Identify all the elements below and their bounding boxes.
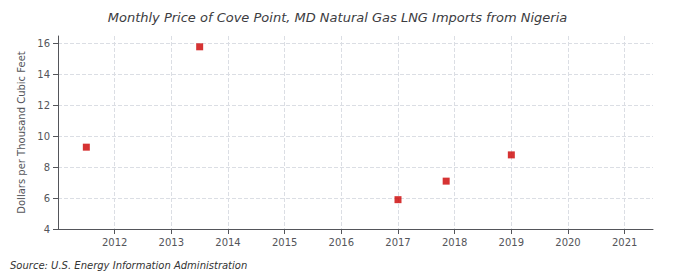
svg-text:2019: 2019 bbox=[499, 237, 524, 248]
svg-text:Monthly Price of Cove Point, M: Monthly Price of Cove Point, MD Natural … bbox=[108, 10, 568, 25]
svg-text:Dollars per Thousand Cubic Fee: Dollars per Thousand Cubic Feet bbox=[16, 51, 27, 214]
svg-text:6: 6 bbox=[44, 193, 50, 204]
svg-text:2013: 2013 bbox=[159, 237, 184, 248]
svg-text:10: 10 bbox=[37, 131, 50, 142]
svg-text:2012: 2012 bbox=[102, 237, 127, 248]
svg-text:8: 8 bbox=[44, 162, 50, 173]
svg-text:14: 14 bbox=[37, 69, 50, 80]
svg-text:2015: 2015 bbox=[272, 237, 297, 248]
svg-text:2017: 2017 bbox=[385, 237, 410, 248]
svg-text:2016: 2016 bbox=[329, 237, 354, 248]
svg-text:2021: 2021 bbox=[612, 237, 637, 248]
svg-text:2020: 2020 bbox=[555, 237, 580, 248]
svg-text:12: 12 bbox=[37, 100, 50, 111]
svg-text:2014: 2014 bbox=[215, 237, 240, 248]
svg-text:2018: 2018 bbox=[442, 237, 467, 248]
svg-text:16: 16 bbox=[37, 38, 50, 49]
svg-text:4: 4 bbox=[44, 224, 50, 235]
svg-text:Source: U.S. Energy Informatio: Source: U.S. Energy Information Administ… bbox=[10, 260, 247, 271]
